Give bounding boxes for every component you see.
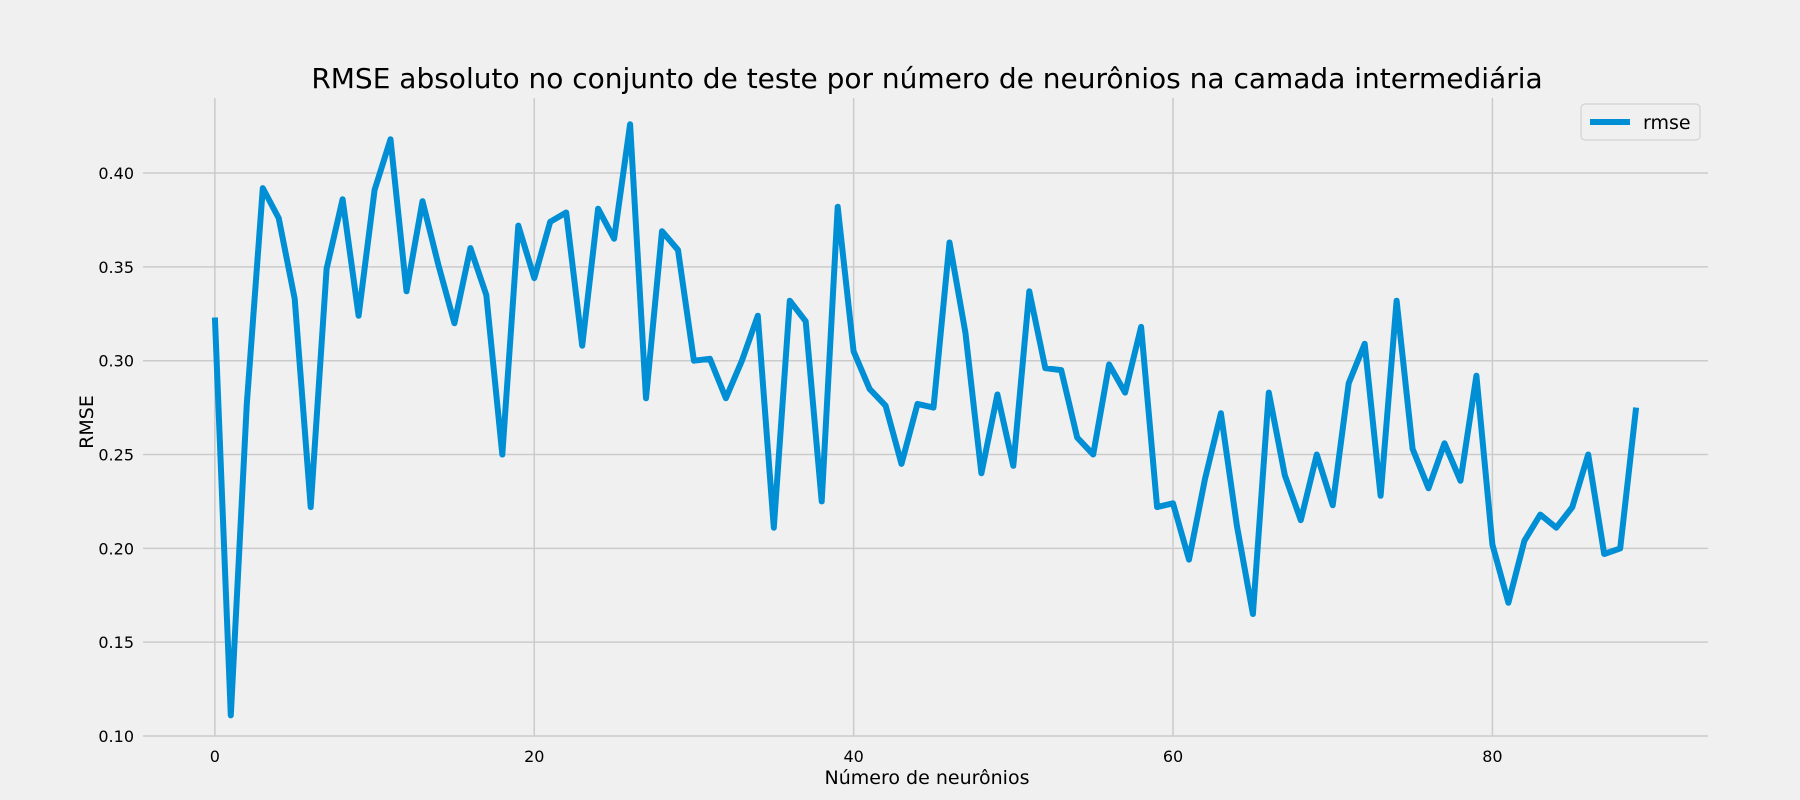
legend: rmse	[1580, 103, 1701, 141]
y-tick-label: 0.40	[98, 164, 134, 183]
y-tick-label: 0.30	[98, 352, 134, 371]
y-axis-label: RMSE	[76, 395, 98, 449]
x-tick-label: 60	[1163, 747, 1183, 766]
grid	[143, 98, 1708, 737]
x-axis-label: Número de neurônios	[825, 767, 1030, 789]
y-tick-label: 0.15	[98, 633, 134, 652]
legend-box	[1580, 103, 1701, 141]
x-tick-label: 40	[843, 747, 863, 766]
y-tick-label: 0.25	[98, 446, 134, 465]
legend-label-rmse: rmse	[1643, 112, 1691, 134]
x-tick-label: 0	[210, 747, 220, 766]
y-tick-label: 0.35	[98, 258, 134, 277]
series-line-rmse	[211, 121, 1640, 719]
y-tick-label: 0.10	[98, 727, 134, 746]
series-layer	[211, 121, 1640, 719]
y-tick-label: 0.20	[98, 539, 134, 558]
chart-title: RMSE absoluto no conjunto de teste por n…	[311, 62, 1542, 95]
x-tick-label: 80	[1482, 747, 1502, 766]
tick-labels: 0.10 0.15 0.20 0.25 0.30 0.35 0.40 0 20 40 60 80	[98, 164, 1502, 766]
x-tick-label: 20	[524, 747, 544, 766]
